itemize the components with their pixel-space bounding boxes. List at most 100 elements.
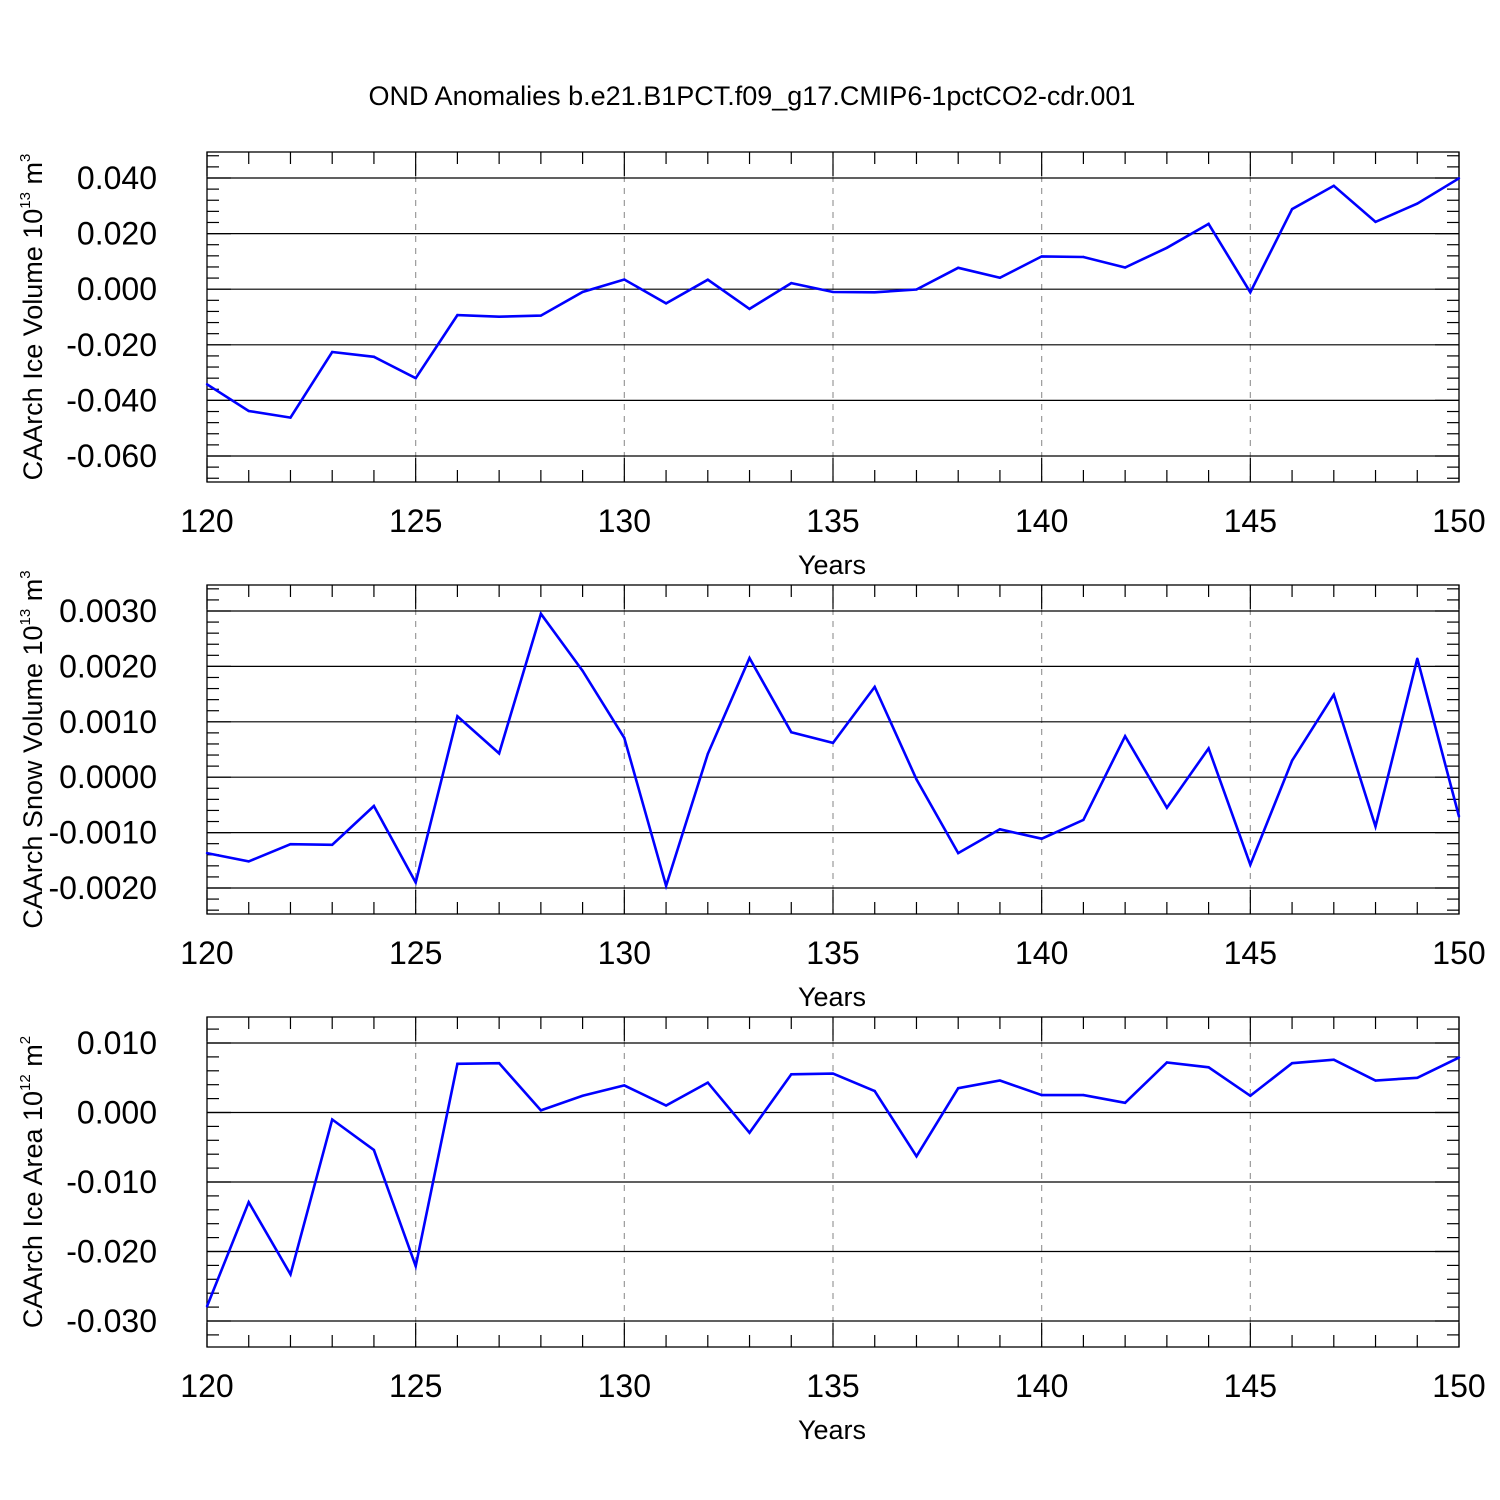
data-point (873, 685, 876, 689)
data-point (623, 278, 626, 281)
y-tick-label: -0.0010 (48, 815, 157, 851)
data-point (1374, 825, 1377, 828)
data-point (539, 612, 543, 615)
y-axis-label: CAArch Ice Volume 1013 m3 (17, 154, 48, 481)
data-point (1332, 1058, 1336, 1061)
data-point (1082, 818, 1085, 822)
data-point (247, 860, 250, 863)
data-point (1207, 1066, 1210, 1069)
x-tick-label: 130 (598, 1368, 651, 1404)
data-point (1082, 255, 1085, 259)
x-tick-label: 145 (1224, 935, 1277, 971)
data-point (664, 884, 668, 887)
data-point (998, 276, 1002, 280)
data-point (1165, 806, 1169, 809)
x-tick-label: 150 (1432, 935, 1485, 971)
data-point (706, 278, 709, 281)
data-point (247, 1200, 250, 1204)
y-tick-label: 0.000 (77, 271, 157, 307)
data-point (1165, 246, 1169, 249)
x-tick-label: 135 (806, 1368, 859, 1404)
data-point (915, 1155, 918, 1158)
y-axis-label: CAArch Ice Area 1012 m2 (17, 1036, 48, 1328)
y-tick-label: -0.010 (66, 1164, 157, 1200)
data-point (1416, 202, 1419, 205)
data-point (581, 1094, 584, 1098)
data-point (1249, 291, 1252, 294)
data-point (1123, 1101, 1127, 1104)
x-tick-label: 125 (389, 1368, 442, 1404)
data-point (497, 315, 501, 318)
data-point (331, 843, 334, 846)
data-point (497, 1061, 501, 1065)
y-tick-label: 0.000 (77, 1095, 157, 1131)
x-tick-label: 140 (1015, 1368, 1068, 1404)
data-point (915, 778, 918, 781)
data-point (1290, 759, 1294, 762)
x-axis-label: Years (798, 1415, 866, 1445)
data-point (957, 851, 960, 855)
data-point (497, 752, 501, 755)
data-point (1332, 693, 1336, 696)
x-tick-label: 145 (1224, 503, 1277, 539)
data-point (372, 1148, 376, 1152)
y-tick-label: 0.0010 (59, 704, 157, 740)
data-point (581, 669, 584, 673)
data-point (1290, 1061, 1294, 1065)
data-point (289, 843, 292, 846)
data-point (205, 383, 209, 386)
data-point (790, 731, 793, 734)
y-tick-label: -0.020 (66, 1234, 157, 1270)
data-point (790, 281, 793, 285)
panel-2: -0.0020 -0.0010 0.0000 0.0010 0.0020 0.0030 12… (17, 570, 1486, 1012)
data-point (414, 376, 417, 380)
data-point (1290, 207, 1294, 211)
data-point (998, 828, 1002, 831)
figure-title: OND Anomalies b.e21.B1PCT.f09_g17.CMIP6-… (369, 81, 1136, 111)
y-tick-label: 0.040 (77, 160, 157, 196)
data-point (205, 851, 209, 855)
data-point (289, 416, 292, 419)
x-tick-label: 125 (389, 503, 442, 539)
data-point (957, 1086, 960, 1090)
x-tick-label: 150 (1432, 1368, 1485, 1404)
x-tick-label: 140 (1015, 503, 1068, 539)
data-point (414, 881, 417, 884)
panel-1: -0.060 -0.040 -0.020 0.000 0.020 0.040 120 125 1… (17, 151, 1486, 580)
data-point (915, 288, 918, 291)
data-point (1332, 184, 1336, 187)
data-point (998, 1079, 1002, 1082)
y-tick-label: -0.060 (66, 438, 157, 474)
data-point (664, 1104, 668, 1107)
x-axis-label: Years (798, 550, 866, 580)
data-point (1207, 747, 1210, 750)
data-point (539, 1109, 543, 1112)
data-point (456, 715, 459, 718)
data-point (873, 1089, 876, 1093)
data-point (1374, 220, 1377, 224)
data-point (706, 752, 709, 756)
data-point (1416, 657, 1419, 660)
y-tick-label: -0.020 (66, 327, 157, 363)
data-point (623, 736, 626, 740)
data-point (873, 291, 876, 294)
y-tick-label: 0.0000 (59, 759, 157, 795)
x-tick-label: 135 (806, 503, 859, 539)
x-tick-label: 145 (1224, 1368, 1277, 1404)
data-point (1457, 1056, 1461, 1059)
data-point (372, 355, 376, 358)
y-tick-label: -0.0020 (48, 870, 157, 906)
y-tick-label: -0.030 (66, 1303, 157, 1339)
data-point (831, 290, 835, 294)
y-tick-label: 0.010 (77, 1025, 157, 1061)
data-point (748, 1131, 751, 1134)
x-tick-label: 120 (180, 503, 233, 539)
data-point (1374, 1079, 1377, 1082)
data-point (1249, 863, 1252, 866)
data-point (247, 409, 250, 413)
y-tick-label: -0.040 (66, 382, 157, 418)
data-point (957, 266, 960, 269)
data-point (1416, 1076, 1419, 1079)
data-point (706, 1081, 709, 1084)
